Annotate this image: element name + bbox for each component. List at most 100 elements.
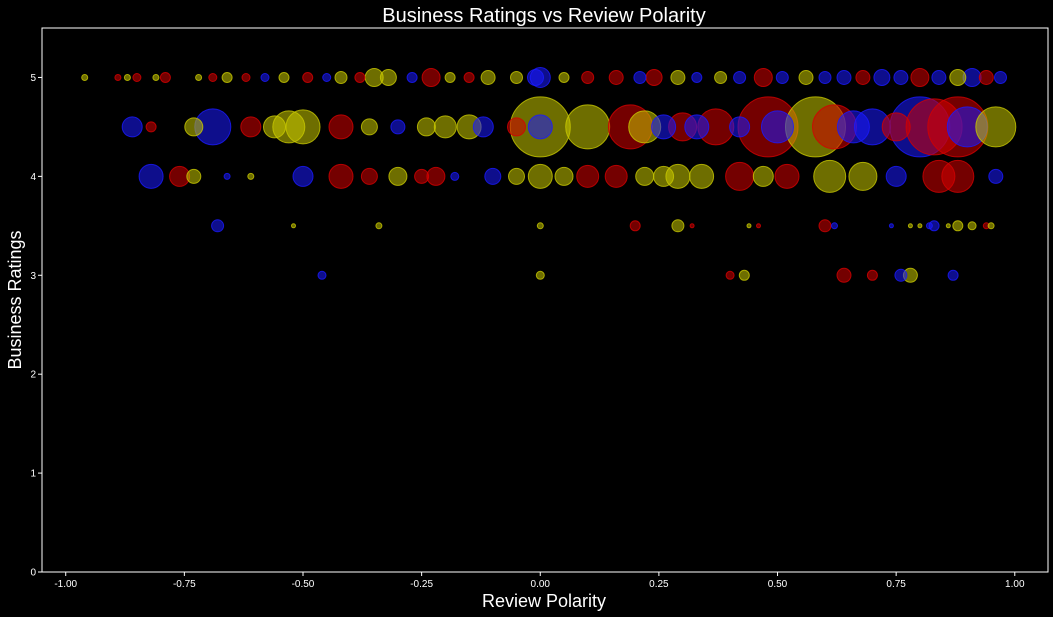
x-tick-label: 0.25	[649, 579, 669, 590]
data-point	[725, 161, 755, 191]
data-point	[527, 163, 553, 189]
data-point	[714, 71, 728, 84]
data-point	[994, 71, 1007, 84]
data-point	[416, 117, 436, 137]
data-point	[831, 222, 838, 230]
data-point	[893, 70, 909, 85]
data-point	[388, 166, 408, 186]
data-point	[565, 104, 611, 150]
data-point	[888, 223, 894, 229]
data-point	[746, 223, 752, 229]
data-point	[671, 219, 685, 233]
data-point	[302, 72, 314, 83]
data-point	[334, 71, 348, 84]
data-point	[291, 223, 296, 229]
data-point	[885, 165, 907, 187]
data-point	[510, 71, 523, 84]
data-point	[949, 69, 967, 86]
data-point	[414, 168, 430, 184]
data-point	[138, 163, 164, 189]
data-point	[967, 221, 977, 231]
data-point	[123, 74, 131, 81]
y-axis-label: Business Ratings	[5, 230, 25, 369]
data-point	[433, 115, 457, 139]
data-point	[322, 73, 332, 82]
data-point	[925, 222, 933, 230]
data-point	[317, 270, 327, 280]
data-point	[535, 270, 545, 280]
data-point	[558, 72, 570, 83]
data-point	[527, 114, 553, 140]
data-point	[554, 166, 574, 186]
data-point	[987, 222, 995, 230]
data-point	[653, 165, 675, 187]
data-point	[240, 116, 262, 138]
data-point	[480, 70, 496, 85]
plot-frame	[41, 27, 1049, 573]
data-point	[292, 165, 314, 187]
data-point	[152, 74, 160, 81]
data-point	[576, 164, 600, 188]
data-point	[360, 118, 378, 136]
data-point	[406, 72, 418, 83]
x-tick-label: -0.25	[410, 579, 433, 590]
data-point	[752, 165, 774, 187]
data-point	[836, 267, 852, 283]
y-axis-ticks: 0 1 2 3 4 5	[30, 73, 42, 579]
data-point	[278, 72, 290, 83]
data-point	[775, 71, 789, 84]
data-point	[536, 222, 544, 230]
data-point	[260, 73, 270, 82]
data-point	[633, 71, 647, 84]
x-axis-label: Review Polarity	[482, 591, 606, 611]
y-tick-label: 2	[30, 370, 36, 381]
data-point	[635, 166, 655, 186]
data-point	[195, 74, 203, 81]
data-point	[328, 163, 354, 189]
data-point	[604, 164, 628, 188]
y-tick-label: 5	[30, 73, 36, 84]
data-point	[910, 68, 930, 87]
data-point	[818, 219, 832, 233]
data-point	[798, 70, 814, 85]
data-point	[689, 223, 695, 229]
data-point	[947, 269, 959, 281]
data-point	[866, 269, 878, 281]
data-point	[753, 68, 773, 87]
data-point	[360, 167, 378, 185]
data-point	[608, 70, 624, 85]
data-point	[184, 117, 204, 137]
data-point	[328, 114, 354, 140]
data-point	[527, 69, 544, 86]
x-tick-label: 1.00	[1005, 579, 1025, 590]
data-point	[484, 167, 502, 185]
data-points	[81, 67, 1017, 283]
x-tick-label: -0.75	[173, 579, 196, 590]
data-point	[907, 223, 913, 229]
data-point	[375, 222, 383, 230]
data-point	[508, 167, 525, 185]
y-tick-label: 0	[30, 568, 36, 579]
data-point	[689, 163, 715, 189]
data-point	[670, 70, 686, 85]
data-point	[159, 72, 171, 83]
x-tick-label: -0.50	[292, 579, 315, 590]
y-tick-label: 1	[30, 469, 36, 480]
data-point	[379, 69, 397, 86]
data-point	[463, 72, 475, 83]
data-point	[761, 110, 794, 144]
x-tick-label: 0.00	[531, 579, 551, 590]
data-point	[733, 71, 747, 84]
data-point	[645, 69, 663, 86]
data-point	[978, 70, 994, 85]
data-point	[444, 72, 456, 83]
data-point	[691, 72, 703, 83]
x-axis-ticks: -1.00 -0.75 -0.50 -0.25 0.00 0.25 0.50 0.75 1.00	[54, 572, 1025, 590]
data-point	[247, 172, 255, 180]
data-point	[894, 268, 908, 282]
data-point	[263, 115, 286, 139]
data-point	[208, 73, 218, 82]
data-point	[223, 172, 231, 180]
data-point	[738, 269, 750, 281]
